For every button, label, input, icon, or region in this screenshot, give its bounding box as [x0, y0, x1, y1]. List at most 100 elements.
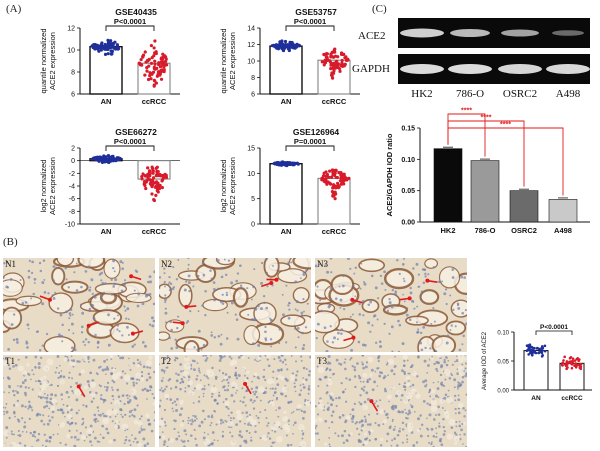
nucleus	[213, 439, 216, 441]
clear-cell	[3, 359, 9, 366]
nucleus	[223, 258, 226, 261]
nucleus	[391, 439, 394, 442]
nucleus	[31, 409, 34, 412]
nucleus	[302, 273, 306, 277]
clear-cell	[161, 435, 166, 440]
nucleus	[161, 362, 164, 365]
nucleus	[402, 364, 406, 368]
nucleus	[258, 377, 260, 380]
nucleus	[340, 332, 343, 335]
data-point-ccrcc	[342, 177, 347, 181]
clear-cell	[290, 376, 295, 382]
nucleus	[432, 381, 435, 384]
nucleus	[39, 356, 43, 359]
clear-cell	[130, 388, 137, 395]
nucleus	[262, 375, 266, 379]
data-point-an	[116, 46, 121, 51]
nucleus	[77, 438, 80, 441]
nucleus	[70, 422, 73, 425]
clear-cell	[327, 377, 332, 382]
significance-label: P<0.0001	[540, 324, 568, 331]
nucleus	[163, 267, 166, 270]
nucleus	[25, 341, 29, 345]
nucleus	[454, 432, 457, 435]
nucleus	[45, 400, 49, 404]
nucleus	[419, 331, 423, 335]
nucleus	[187, 416, 190, 419]
nucleus	[302, 271, 306, 274]
nucleus	[112, 398, 115, 401]
nucleus	[210, 395, 213, 398]
nucleus	[163, 357, 167, 361]
nucleus	[249, 398, 253, 402]
nucleus	[138, 378, 141, 381]
nucleus	[143, 444, 147, 447]
clear-cell	[114, 399, 121, 406]
data-point-ccrcc	[342, 182, 346, 186]
nucleus	[437, 413, 441, 417]
nucleus	[465, 445, 467, 447]
nucleus	[185, 321, 188, 324]
nucleus	[324, 375, 328, 379]
nucleus	[90, 400, 94, 403]
nucleus	[265, 258, 268, 261]
nucleus	[362, 389, 366, 392]
nucleus	[268, 437, 272, 440]
nucleus	[60, 370, 63, 372]
nucleus	[385, 413, 388, 417]
nucleus	[358, 313, 362, 316]
nucleus	[96, 341, 100, 345]
nucleus	[17, 358, 20, 361]
nucleus	[465, 373, 467, 376]
nucleus	[23, 391, 27, 395]
nucleus	[265, 387, 268, 390]
nucleus	[68, 371, 71, 374]
nucleus	[68, 317, 71, 320]
nucleus	[329, 287, 332, 290]
nucleus	[287, 316, 291, 320]
nucleus	[210, 334, 213, 337]
nucleus	[445, 302, 448, 306]
nucleus	[315, 405, 317, 408]
nucleus	[5, 357, 8, 361]
nucleus	[454, 360, 456, 363]
bar-786-o	[470, 160, 500, 223]
clear-cell	[283, 410, 287, 415]
data-point-an	[272, 44, 276, 48]
clear-cell	[74, 388, 82, 396]
nucleus	[81, 423, 84, 426]
nucleus	[39, 269, 43, 273]
nucleus	[201, 261, 205, 265]
y-tick-label: -8	[69, 209, 75, 216]
nucleus	[127, 397, 129, 400]
significance-bracket	[285, 145, 335, 151]
nucleus	[198, 424, 202, 428]
nucleus	[454, 399, 457, 402]
nucleus	[316, 432, 319, 435]
nucleus	[363, 282, 367, 286]
nucleus	[391, 418, 394, 421]
data-point-an	[537, 351, 541, 355]
nucleus	[294, 327, 297, 330]
nucleus	[398, 383, 401, 386]
y-axis-label: quantile normalizedACE2 expression	[39, 28, 57, 93]
nucleus	[111, 367, 114, 370]
nucleus	[139, 361, 142, 363]
nucleus	[140, 371, 144, 374]
significance-label: ****	[461, 108, 472, 115]
nucleus	[98, 413, 102, 417]
nucleus	[418, 285, 421, 288]
nucleus	[448, 377, 452, 380]
y-tick-label: -6	[69, 196, 75, 203]
data-point-ccrcc	[336, 181, 340, 185]
nucleus	[5, 436, 8, 439]
nucleus	[176, 397, 179, 401]
nucleus	[87, 340, 90, 344]
nucleus	[227, 381, 230, 384]
nucleus	[93, 436, 97, 440]
data-point-an	[106, 153, 111, 158]
nucleus	[416, 417, 420, 421]
nucleus	[292, 424, 295, 426]
nucleus	[75, 381, 78, 385]
nucleus	[128, 398, 132, 402]
